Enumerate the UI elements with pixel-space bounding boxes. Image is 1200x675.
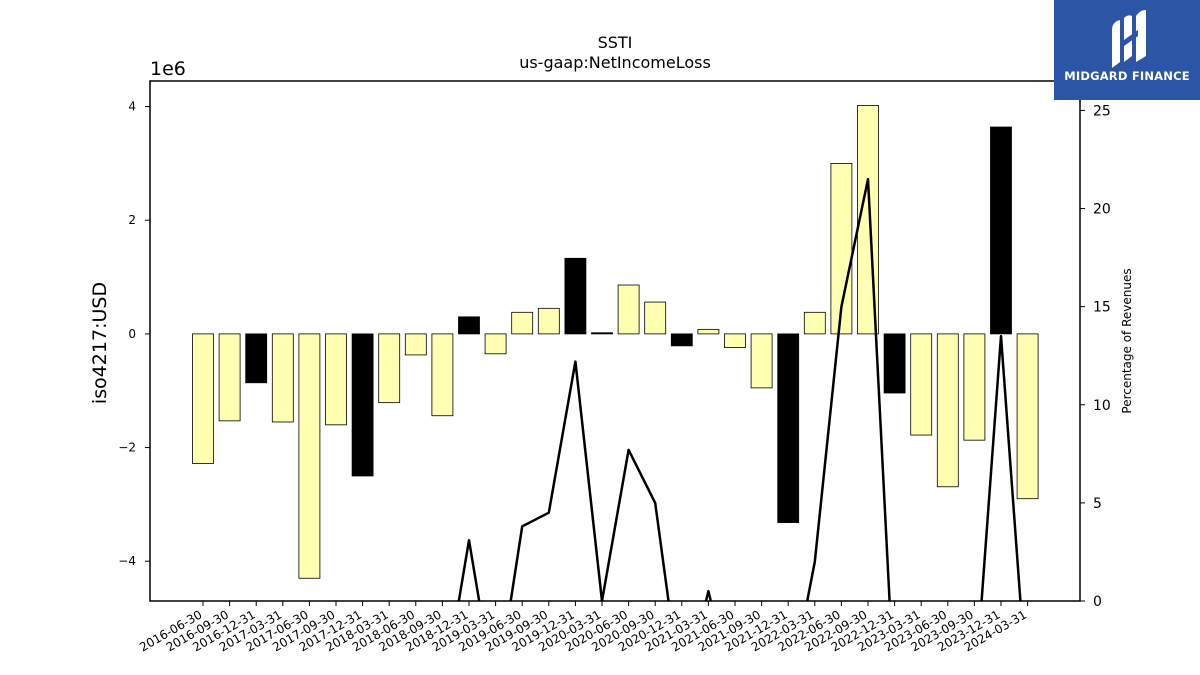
bar bbox=[830, 163, 853, 335]
y-axis-label: iso4217:USD bbox=[89, 282, 111, 404]
bar bbox=[325, 333, 347, 426]
bar bbox=[218, 333, 241, 422]
bar bbox=[537, 307, 560, 335]
bar bbox=[378, 333, 401, 404]
logo-text: MIDGARD FINANCE bbox=[1064, 69, 1190, 83]
y2-axis-label: Percentage of Revenues bbox=[1120, 268, 1134, 413]
y2-tick-label: 0 bbox=[1093, 594, 1102, 610]
chart-title: SSTI bbox=[598, 33, 633, 52]
bar bbox=[245, 333, 268, 384]
bar bbox=[564, 257, 587, 335]
y2-tick-label: 5 bbox=[1093, 496, 1102, 512]
bar bbox=[936, 333, 959, 488]
y2-tick-label: 20 bbox=[1093, 202, 1111, 218]
plot-frame bbox=[149, 80, 1081, 602]
bar bbox=[511, 311, 534, 335]
y-tick-label: −4 bbox=[118, 554, 136, 568]
line-series bbox=[457, 177, 1022, 601]
bar bbox=[883, 333, 906, 394]
bar bbox=[458, 316, 480, 335]
logo: MIDGARD FINANCE bbox=[1054, 0, 1200, 100]
bar bbox=[644, 301, 667, 335]
chart-subtitle: us-gaap:NetIncomeLoss bbox=[519, 53, 711, 72]
y-tick-label: −2 bbox=[118, 441, 136, 455]
bar bbox=[404, 333, 427, 356]
y2-tick-label: 15 bbox=[1093, 300, 1111, 316]
bar bbox=[617, 284, 640, 335]
bar bbox=[591, 332, 613, 335]
bar bbox=[750, 333, 773, 389]
bar bbox=[724, 333, 746, 348]
y2-tick-label: 25 bbox=[1093, 103, 1111, 119]
y-tick-label: 2 bbox=[128, 213, 136, 227]
bar bbox=[803, 311, 826, 335]
bar bbox=[963, 333, 986, 441]
y2-tick-label: 10 bbox=[1093, 398, 1111, 414]
bar bbox=[777, 333, 800, 523]
bar bbox=[192, 333, 214, 464]
bar bbox=[910, 333, 933, 436]
midgard-logo-icon bbox=[1112, 10, 1146, 68]
bar bbox=[697, 328, 720, 335]
bar bbox=[431, 333, 454, 417]
plot-area: −4−202405101520252016-06-302016-09-30201… bbox=[118, 80, 1111, 654]
bar bbox=[670, 333, 693, 347]
bar bbox=[351, 333, 374, 477]
bar bbox=[1016, 333, 1039, 500]
bar bbox=[484, 333, 507, 355]
y-tick-label: 0 bbox=[128, 327, 136, 341]
y-tick-label: 4 bbox=[128, 100, 136, 114]
y-multiplier-label: 1e6 bbox=[150, 58, 186, 80]
bar bbox=[271, 333, 294, 423]
bar bbox=[990, 126, 1012, 335]
bar bbox=[298, 333, 321, 579]
